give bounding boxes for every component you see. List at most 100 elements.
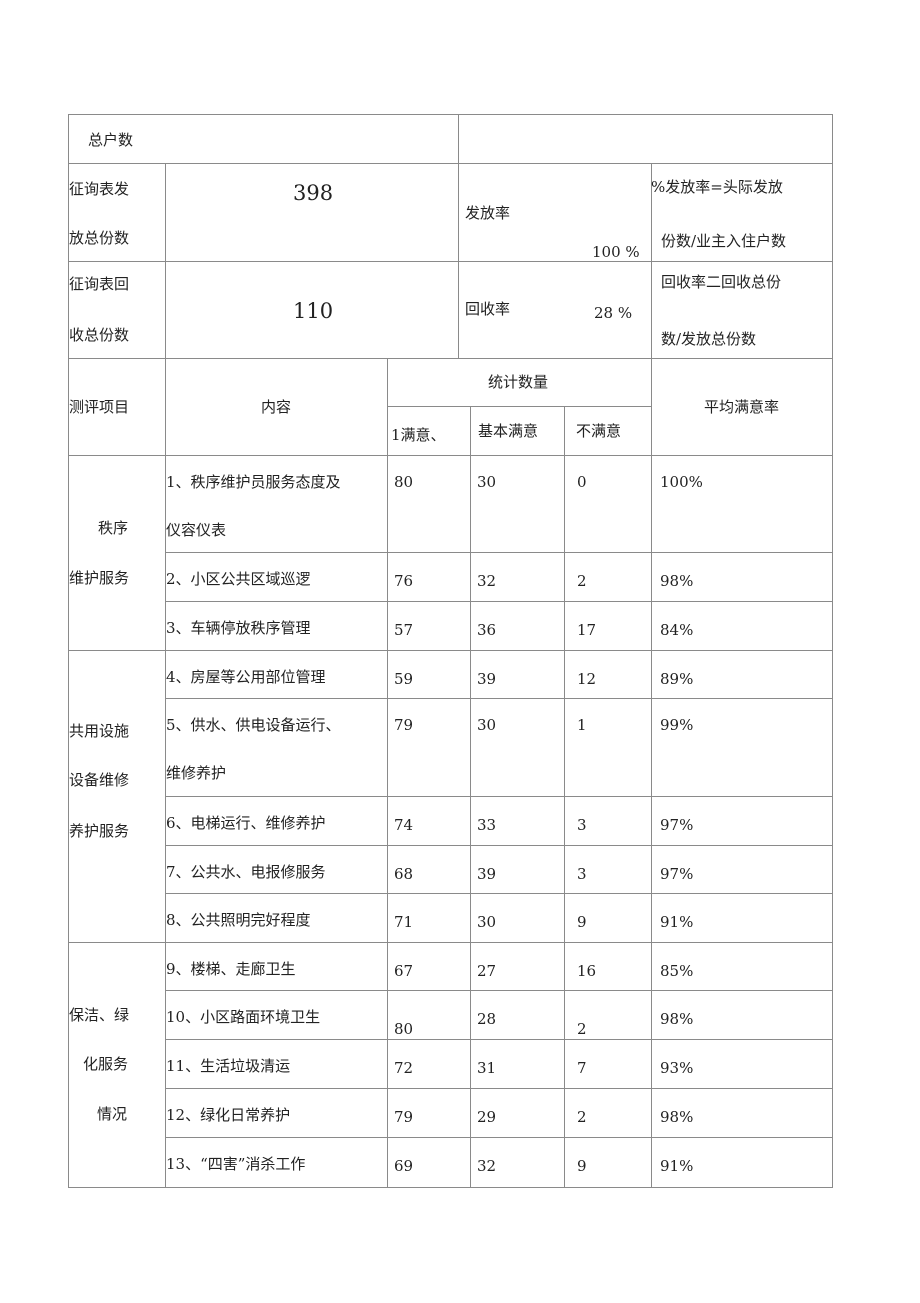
content-text: 2、小区公共区域巡逻 [166,570,311,588]
return-rate-formula-line: 回收率二回收总份 [661,273,782,291]
issue-rate-formula-line: 份数/业主入住户数 [661,232,787,250]
unsatisfied-count: 16 [577,962,597,980]
avg-rate-value: 98% [660,1108,694,1126]
rate-cell [650,697,833,797]
issued-label-line: 征询表发 [69,180,130,198]
basic-cell [469,697,565,797]
satisfied-count: 59 [394,670,414,688]
satisfied-count: 76 [394,572,414,590]
unsatisfied-count: 7 [577,1059,587,1077]
content-text: 3、车辆停放秩序管理 [166,619,311,637]
returned-value: 110 [293,299,334,323]
avg-rate-value: 91% [660,1157,694,1175]
basic-count: 39 [477,865,497,883]
unsatisfied-cell [563,697,652,797]
header-unsatisfied-label: 不满意 [576,422,622,440]
satisfied-count: 79 [394,716,414,734]
avg-rate-value: 98% [660,572,694,590]
total-households-value-cell [457,113,833,164]
group-label-line: 情况 [97,1105,128,1123]
satisfied-count: 80 [394,473,414,491]
return-rate-formula-line: 数/发放总份数 [661,330,757,348]
header-basic-label: 基本满意 [478,422,539,440]
satisfied-cell [386,697,471,797]
avg-rate-value: 100% [660,473,703,491]
avg-rate-value: 93% [660,1059,694,1077]
issued-label-line: 放总份数 [69,229,130,247]
content-text: 6、电梯运行、维修养护 [166,814,326,832]
content-text: 10、小区路面环境卫生 [166,1008,321,1026]
unsatisfied-count: 3 [577,816,587,834]
rate-cell [650,454,833,553]
basic-count: 30 [477,473,497,491]
group-label-line: 秩序 [98,519,129,537]
unsatisfied-count: 3 [577,865,587,883]
return-rate-label: 回收率 [465,300,511,318]
satisfied-count: 72 [394,1059,414,1077]
basic-count: 30 [477,913,497,931]
basic-count: 30 [477,716,497,734]
group-label-line: 保洁、绿 [69,1006,130,1024]
avg-rate-value: 89% [660,670,694,688]
avg-rate-value: 91% [660,913,694,931]
issue-rate-value: 100 % [592,243,640,261]
avg-rate-value: 84% [660,621,694,639]
unsatisfied-count: 17 [577,621,597,639]
basic-count: 32 [477,1157,497,1175]
unsatisfied-count: 1 [577,716,587,734]
group-cell [67,649,166,943]
header-satisfied-label: 1满意、 [391,426,446,444]
content-text: 13、“四害”消杀工作 [166,1155,306,1173]
basic-count: 39 [477,670,497,688]
group-label-line: 设备维修 [69,771,130,789]
content-text: 4、房屋等公用部位管理 [166,668,326,686]
avg-rate-value: 97% [660,865,694,883]
content-text: 1、秩序维护员服务态度及仪容仪表 [166,473,341,539]
header-stats-label: 统计数量 [488,373,549,391]
basic-count: 36 [477,621,497,639]
issue-rate-formula-line: %发放率=头际发放 [651,178,783,196]
content-text: 11、生活垃圾清运 [166,1057,291,1075]
header-avg-rate-label: 平均满意率 [704,398,780,416]
returned-label-line: 收总份数 [69,326,130,344]
satisfied-count: 71 [394,913,414,931]
satisfied-count: 80 [394,1020,414,1038]
content-text: 5、供水、供电设备运行、维修养护 [166,716,341,782]
satisfied-cell [386,454,471,553]
avg-rate-value: 85% [660,962,694,980]
basic-count: 32 [477,572,497,590]
basic-count: 28 [477,1010,497,1028]
avg-rate-value: 99% [660,716,694,734]
basic-count: 33 [477,816,497,834]
avg-rate-value: 98% [660,1010,694,1028]
basic-cell [469,454,565,553]
satisfied-count: 68 [394,865,414,883]
group-label-line: 养护服务 [69,822,130,840]
content-text: 8、公共照明完好程度 [166,911,311,929]
issued-value-cell [164,162,459,262]
unsatisfied-count: 9 [577,1157,587,1175]
total-households-label: 总户数 [88,131,134,149]
unsatisfied-cell [563,454,652,553]
satisfied-count: 57 [394,621,414,639]
group-cell [67,454,166,651]
content-text: 12、绿化日常养护 [166,1106,291,1124]
header-item-label: 测评项目 [69,398,130,416]
content-text: 7、公共水、电报修服务 [166,863,326,881]
group-label-line: 化服务 [83,1055,129,1073]
group-label-line: 共用设施 [69,722,130,740]
satisfied-count: 67 [394,962,414,980]
basic-count: 31 [477,1059,497,1077]
header-content-label: 内容 [261,398,292,416]
unsatisfied-count: 2 [577,1108,587,1126]
basic-count: 29 [477,1108,497,1126]
unsatisfied-count: 9 [577,913,587,931]
group-label-line: 维护服务 [69,569,130,587]
unsatisfied-count: 12 [577,670,597,688]
unsatisfied-count: 0 [577,473,587,491]
content-text: 9、楼梯、走廊卫生 [166,960,296,978]
returned-label-line: 征询表回 [69,275,130,293]
basic-count: 27 [477,962,497,980]
unsatisfied-count: 2 [577,572,587,590]
